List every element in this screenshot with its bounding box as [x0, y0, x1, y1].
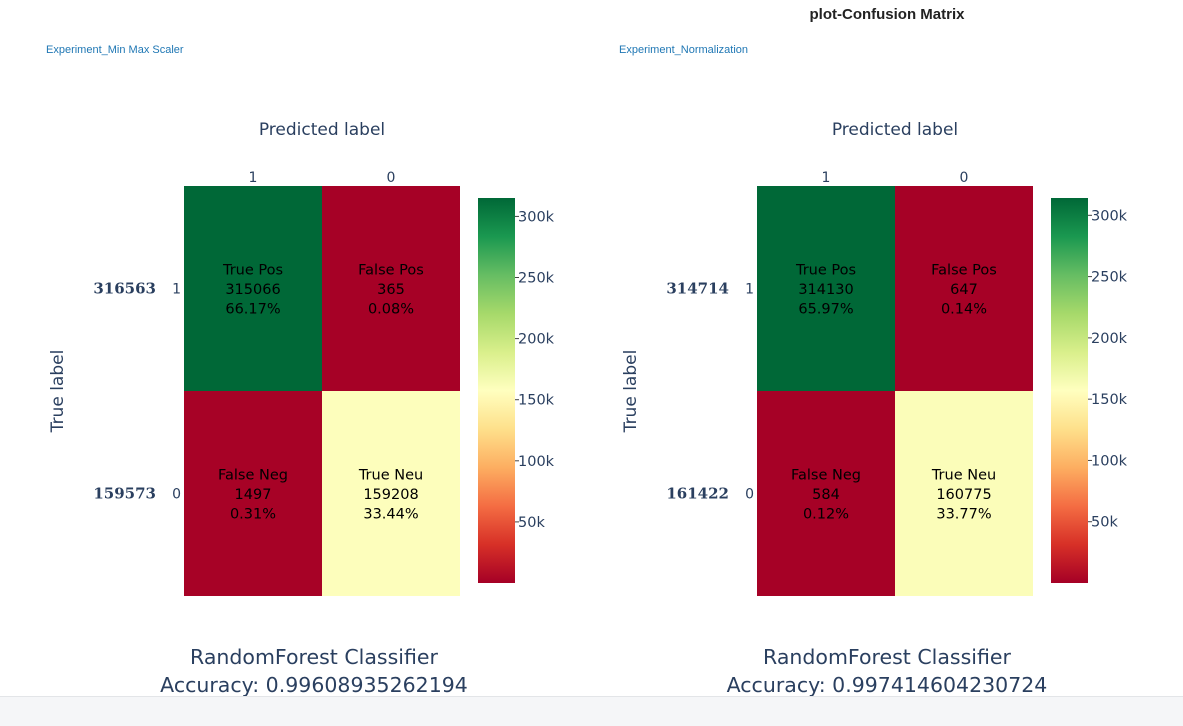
heatmap-cell — [895, 391, 1033, 596]
experiment-label[interactable]: Experiment_Normalization — [619, 44, 748, 56]
colorbar-tick-label: 100k — [518, 454, 555, 470]
x-tick-label: 1 — [822, 170, 831, 186]
heatmap-cell — [322, 391, 460, 596]
colorbar-tick-label: 50k — [518, 515, 545, 531]
x-tick-label: 1 — [249, 170, 258, 186]
cell-label-name: False Neg — [791, 468, 861, 484]
y-tick-label: 1 — [745, 282, 754, 298]
x-axis-title: Predicted label — [259, 120, 385, 140]
cell-label-name: False Pos — [931, 263, 997, 279]
cell-label-name: True Pos — [222, 263, 283, 279]
confusion-matrix-chart: Predicted label True label 1 0 True Pos 31413… — [621, 120, 1128, 697]
colorbar-tick-label: 200k — [518, 332, 555, 348]
row-total-label: 314714 — [666, 280, 729, 298]
cell-label-percent: 65.97% — [798, 302, 853, 318]
colorbar-tick-label: 300k — [518, 209, 555, 225]
row-total-label: 159573 — [93, 485, 156, 503]
y-axis-title: True label — [48, 350, 68, 434]
x-tick-label: 0 — [960, 170, 969, 186]
cell-label-percent: 33.77% — [936, 507, 991, 523]
page-title: plot-Confusion Matrix — [809, 6, 965, 23]
confusion-matrix-chart: Predicted label True label 1 0 True Pos 31506… — [48, 120, 555, 697]
row-total-label: 316563 — [93, 280, 156, 298]
y-tick-label: 1 — [172, 282, 181, 298]
heatmap-cell — [184, 391, 322, 596]
colorbar-tick-label: 50k — [1091, 515, 1118, 531]
heatmap-cell — [184, 186, 322, 391]
cell-label-count: 647 — [950, 282, 978, 298]
colorbar-tick-label: 150k — [1091, 392, 1128, 408]
caption-accuracy: Accuracy: 0.997414604230724 — [727, 673, 1048, 697]
colorbar-tick-label: 100k — [1091, 453, 1128, 469]
colorbar — [1051, 198, 1088, 583]
cell-label-percent: 0.31% — [230, 507, 276, 523]
cell-label-name: True Pos — [795, 263, 856, 279]
experiment-label[interactable]: Experiment_Min Max Scaler — [46, 44, 184, 56]
y-tick-label: 0 — [172, 487, 181, 503]
cell-label-count: 160775 — [936, 487, 991, 503]
cell-label-name: False Neg — [218, 468, 288, 484]
colorbar — [478, 198, 515, 583]
cell-label-percent: 66.17% — [225, 302, 280, 318]
caption-accuracy: Accuracy: 0.99608935262194 — [160, 673, 468, 697]
row-total-label: 161422 — [666, 485, 729, 503]
cell-label-percent: 33.44% — [363, 507, 418, 523]
heatmap-cell — [322, 186, 460, 391]
cell-label-name: True Neu — [931, 468, 996, 484]
colorbar-tick-label: 150k — [518, 393, 555, 409]
heatmap-cell — [757, 186, 895, 391]
confusion-matrix-panel-normalization: Experiment_Normalization Predicted label… — [573, 0, 1153, 700]
y-axis-title: True label — [621, 350, 641, 434]
x-tick-label: 0 — [387, 170, 396, 186]
page-footer — [0, 696, 1183, 726]
cell-label-name: False Pos — [358, 263, 424, 279]
colorbar-tick-label: 300k — [1091, 208, 1128, 224]
cell-label-count: 315066 — [225, 282, 280, 298]
cell-label-percent: 0.12% — [803, 507, 849, 523]
cell-label-count: 365 — [377, 282, 405, 298]
colorbar-tick-label: 250k — [518, 271, 555, 287]
cell-label-percent: 0.08% — [368, 302, 414, 318]
heatmap-cell — [757, 391, 895, 596]
cell-label-percent: 0.14% — [941, 302, 987, 318]
x-axis-title: Predicted label — [832, 120, 958, 140]
colorbar-tick-label: 250k — [1091, 270, 1128, 286]
y-tick-label: 0 — [745, 487, 754, 503]
confusion-matrix-panel-minmax: Experiment_Min Max Scaler Predicted labe… — [0, 0, 580, 700]
cell-label-count: 159208 — [363, 487, 418, 503]
cell-label-count: 584 — [812, 487, 840, 503]
cell-label-count: 314130 — [798, 282, 853, 298]
caption-model: RandomForest Classifier — [190, 645, 438, 669]
caption-model: RandomForest Classifier — [763, 645, 1011, 669]
cell-label-name: True Neu — [358, 468, 423, 484]
cell-label-count: 1497 — [235, 487, 272, 503]
colorbar-tick-label: 200k — [1091, 331, 1128, 347]
heatmap-cell — [895, 186, 1033, 391]
